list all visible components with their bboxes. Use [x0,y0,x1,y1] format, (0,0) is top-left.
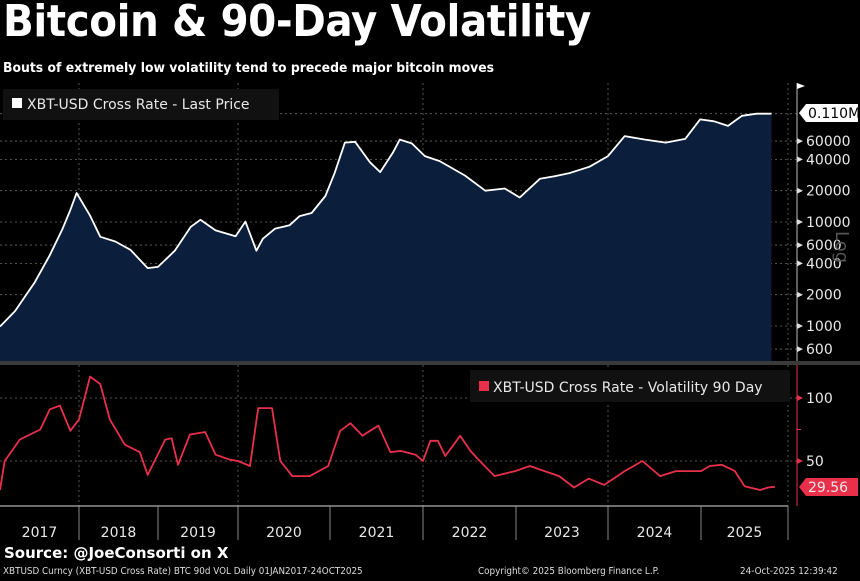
price-y-ticks: 600 1000 2000 4000 6000 10000 20000 40000 60000 [797,134,851,358]
volatility-tick-label: 50 [806,454,824,470]
volatility-legend-box [470,370,790,402]
price-tick-mark [797,242,803,249]
price-last-value-box [799,104,858,122]
price-tick-label: 10000 [806,215,851,231]
price-tick-label: 600 [806,342,833,358]
panel-divider [0,361,860,365]
price-tick-label: 1000 [806,319,842,335]
log-scale-label: Log [831,231,852,263]
year-label: 2025 [727,525,763,541]
source-label: Source: @JoeConsorti on X [4,544,229,562]
volatility-tick-mark [797,395,803,401]
price-tick-label: 40000 [806,152,851,168]
price-line [0,112,772,328]
volatility-tick-mark [797,458,803,464]
price-tick-mark [797,291,803,298]
year-label: 2023 [544,525,580,541]
year-label: 2024 [637,525,673,541]
volatility-legend: XBT-USD Cross Rate - Volatility 90 Day [470,370,790,402]
price-tick-mark [797,156,803,163]
volatility-last-value-label: 29.56 [808,480,848,496]
year-label: 2019 [180,525,216,541]
year-label: 2020 [266,525,302,541]
price-tick-label: 20000 [806,184,851,200]
price-tick-label: 2000 [806,288,842,304]
price-last-value-tag: 0.110M [799,104,860,122]
year-label: 2018 [101,525,137,541]
year-label: 2017 [22,525,58,541]
price-tick-mark [797,138,803,145]
volatility-legend-swatch [479,381,489,391]
price-tick-label: 60000 [806,134,851,150]
volatility-legend-label: XBT-USD Cross Rate - Volatility 90 Day [493,380,763,396]
volatility-last-value-box [799,478,858,496]
price-tick-mark [797,219,803,225]
timestamp: 24-Oct-2025 12:39:42 [740,566,838,577]
price-legend-box [3,89,279,120]
chart-subtitle: Bouts of extremely low volatility tend t… [3,60,495,76]
volatility-last-value-tag: 29.56 [799,478,858,496]
volatility-gridlines [0,365,797,506]
copyright-notice: Copyright© 2025 Bloomberg Finance L.P. [478,566,660,577]
price-tick-label: 4000 [806,256,842,272]
year-label: 2021 [359,525,395,541]
price-legend-label: XBT-USD Cross Rate - Last Price [27,97,250,113]
volatility-y-ticks: 50 100 [797,391,833,470]
volatility-line [0,375,775,491]
price-tick-mark [797,260,803,267]
price-tick-mark [797,346,803,353]
price-legend: XBT-USD Cross Rate - Last Price [3,89,279,120]
price-axis-top-marker [797,83,805,89]
price-tick-label: 6000 [806,238,842,254]
volatility-tick-label: 100 [806,391,833,407]
x-axis: 2017 2018 2019 2020 2021 2022 2023 2024 2025 [22,506,789,541]
price-tick-mark [797,323,803,329]
price-legend-swatch [12,98,22,108]
price-area-fill [0,113,772,361]
volatility-panel: XBT-USD Cross Rate - Volatility 90 Day 5… [0,365,858,506]
security-description: XBTUSD Curncy (XBT-USD Cross Rate) BTC 9… [3,566,363,577]
chart-title: Bitcoin & 90-Day Volatility [3,0,591,47]
price-panel: XBT-USD Cross Rate - Last Price 600 1000 2… [0,83,860,362]
price-tick-mark [797,187,803,194]
year-label: 2022 [452,525,488,541]
price-last-value-label: 0.110M [808,106,860,122]
